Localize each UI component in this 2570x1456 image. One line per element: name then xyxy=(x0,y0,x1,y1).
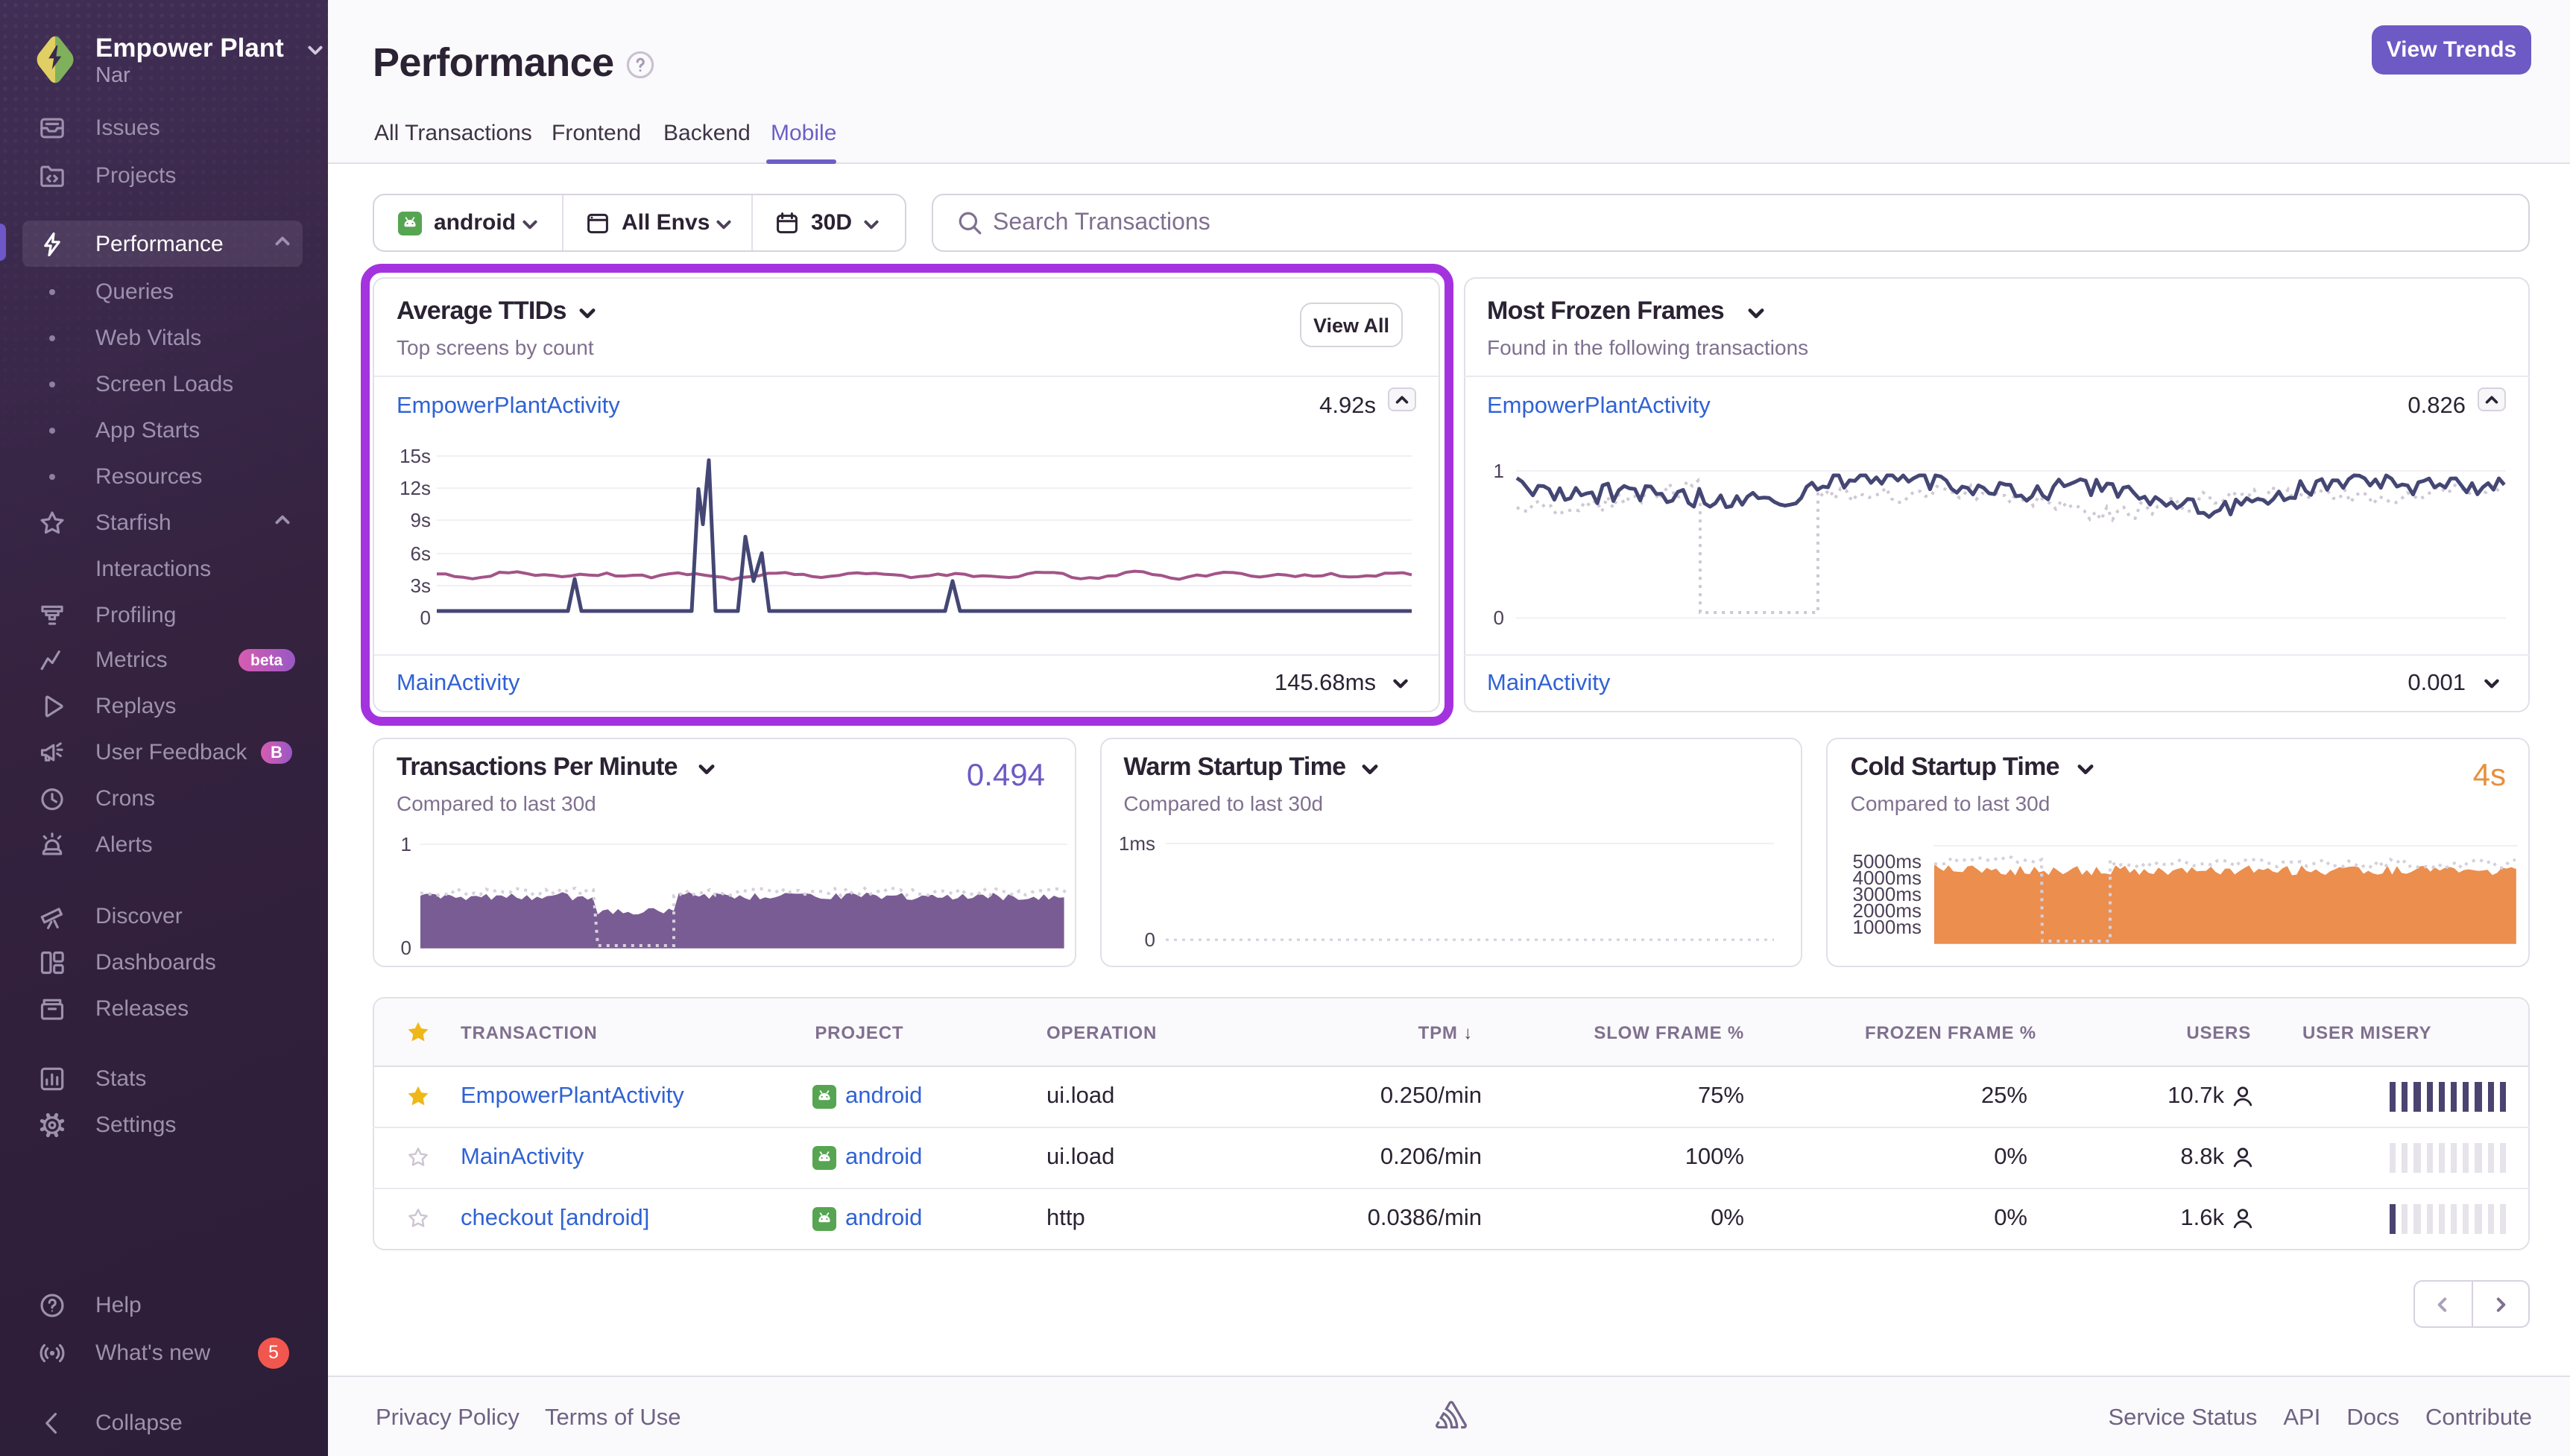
svg-text:0: 0 xyxy=(401,937,411,959)
svg-text:1000ms: 1000ms xyxy=(1853,916,1922,938)
svg-text:2000ms: 2000ms xyxy=(1853,899,1922,922)
svg-text:3000ms: 3000ms xyxy=(1853,883,1922,905)
svg-text:0: 0 xyxy=(1145,928,1155,951)
svg-text:1: 1 xyxy=(1494,460,1504,482)
svg-text:3s: 3s xyxy=(411,575,431,597)
svg-text:9s: 9s xyxy=(411,509,431,531)
svg-text:0: 0 xyxy=(1494,607,1504,629)
svg-text:12s: 12s xyxy=(400,477,431,499)
svg-text:1ms: 1ms xyxy=(1119,832,1155,855)
svg-text:4000ms: 4000ms xyxy=(1853,867,1922,889)
svg-text:1: 1 xyxy=(401,833,411,855)
svg-text:0: 0 xyxy=(420,607,431,629)
svg-text:15s: 15s xyxy=(400,445,431,467)
svg-text:6s: 6s xyxy=(411,542,431,565)
svg-text:5000ms: 5000ms xyxy=(1853,850,1922,873)
